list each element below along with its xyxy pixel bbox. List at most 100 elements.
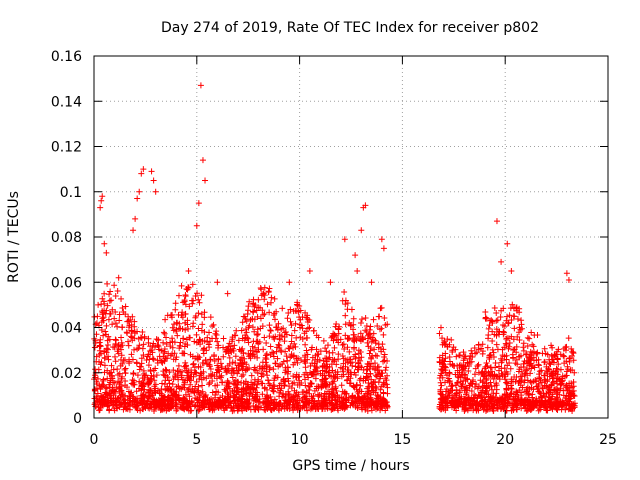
data-point <box>471 345 478 352</box>
data-point <box>448 400 455 407</box>
data-point <box>226 402 233 409</box>
data-point <box>197 82 204 89</box>
data-point <box>556 376 563 383</box>
data-point <box>311 368 318 375</box>
data-point <box>254 405 261 412</box>
data-point <box>372 352 379 359</box>
data-point <box>518 392 525 399</box>
data-point <box>540 404 547 411</box>
data-point <box>323 348 330 355</box>
data-point <box>438 399 445 406</box>
data-point <box>270 388 277 395</box>
data-point <box>302 376 309 383</box>
data-point <box>103 349 110 356</box>
data-point <box>381 380 388 387</box>
data-point <box>479 348 486 355</box>
data-point <box>136 342 143 349</box>
data-point <box>505 402 512 409</box>
data-point <box>280 390 287 397</box>
data-point <box>187 388 194 395</box>
data-point <box>148 372 155 379</box>
data-point <box>120 309 127 316</box>
data-point <box>364 408 371 415</box>
data-point <box>226 380 233 387</box>
data-point <box>539 384 546 391</box>
data-point <box>442 407 449 414</box>
data-point <box>485 372 492 379</box>
data-point <box>115 371 122 378</box>
data-point <box>493 317 500 324</box>
data-point <box>490 390 497 397</box>
data-point <box>544 368 551 375</box>
data-point <box>341 403 348 410</box>
data-point <box>569 388 576 395</box>
data-point <box>200 394 207 401</box>
data-point <box>172 371 179 378</box>
data-point <box>541 359 548 366</box>
data-point <box>225 379 232 386</box>
data-point <box>565 335 572 342</box>
data-point <box>100 314 107 321</box>
data-point <box>205 361 212 368</box>
data-point <box>303 388 310 395</box>
data-point <box>253 404 260 411</box>
data-point <box>111 344 118 351</box>
data-point <box>122 392 129 399</box>
data-point <box>438 406 445 413</box>
data-point <box>118 383 125 390</box>
data-point <box>175 292 182 299</box>
data-point <box>327 279 334 286</box>
data-point <box>524 366 531 373</box>
data-point <box>372 340 379 347</box>
data-point <box>207 314 214 321</box>
data-point <box>242 367 249 374</box>
data-point <box>97 204 104 211</box>
data-point <box>564 363 571 370</box>
data-point <box>563 368 570 375</box>
data-point <box>140 352 147 359</box>
data-point <box>259 359 266 366</box>
data-point <box>237 357 244 364</box>
data-point <box>93 397 100 404</box>
data-point <box>93 380 100 387</box>
data-point <box>215 355 222 362</box>
data-point <box>246 364 253 371</box>
data-point <box>320 357 327 364</box>
data-point <box>456 369 463 376</box>
data-point <box>115 350 122 357</box>
data-point <box>544 407 551 414</box>
data-point <box>288 332 295 339</box>
data-point <box>487 352 494 359</box>
data-point <box>147 347 154 354</box>
data-point <box>493 380 500 387</box>
data-point <box>146 378 153 385</box>
data-point <box>469 380 476 387</box>
data-point <box>346 348 353 355</box>
data-point <box>450 344 457 351</box>
data-point <box>504 313 511 320</box>
data-point <box>195 296 202 303</box>
data-point <box>174 332 181 339</box>
data-point <box>183 365 190 372</box>
data-point <box>348 371 355 378</box>
data-point <box>292 398 299 405</box>
data-point <box>195 200 202 207</box>
data-point <box>148 168 155 175</box>
data-point <box>103 307 110 314</box>
data-point <box>113 405 120 412</box>
data-point <box>238 379 245 386</box>
data-point <box>525 390 532 397</box>
data-point <box>186 303 193 310</box>
data-point <box>104 280 111 287</box>
data-point <box>290 407 297 414</box>
data-point <box>145 362 152 369</box>
data-point <box>264 386 271 393</box>
data-point <box>349 400 356 407</box>
data-point <box>231 388 238 395</box>
data-point <box>132 403 139 410</box>
data-point <box>107 288 114 295</box>
data-point <box>330 378 337 385</box>
data-point <box>173 401 180 408</box>
data-point <box>267 299 274 306</box>
data-point <box>94 398 101 405</box>
